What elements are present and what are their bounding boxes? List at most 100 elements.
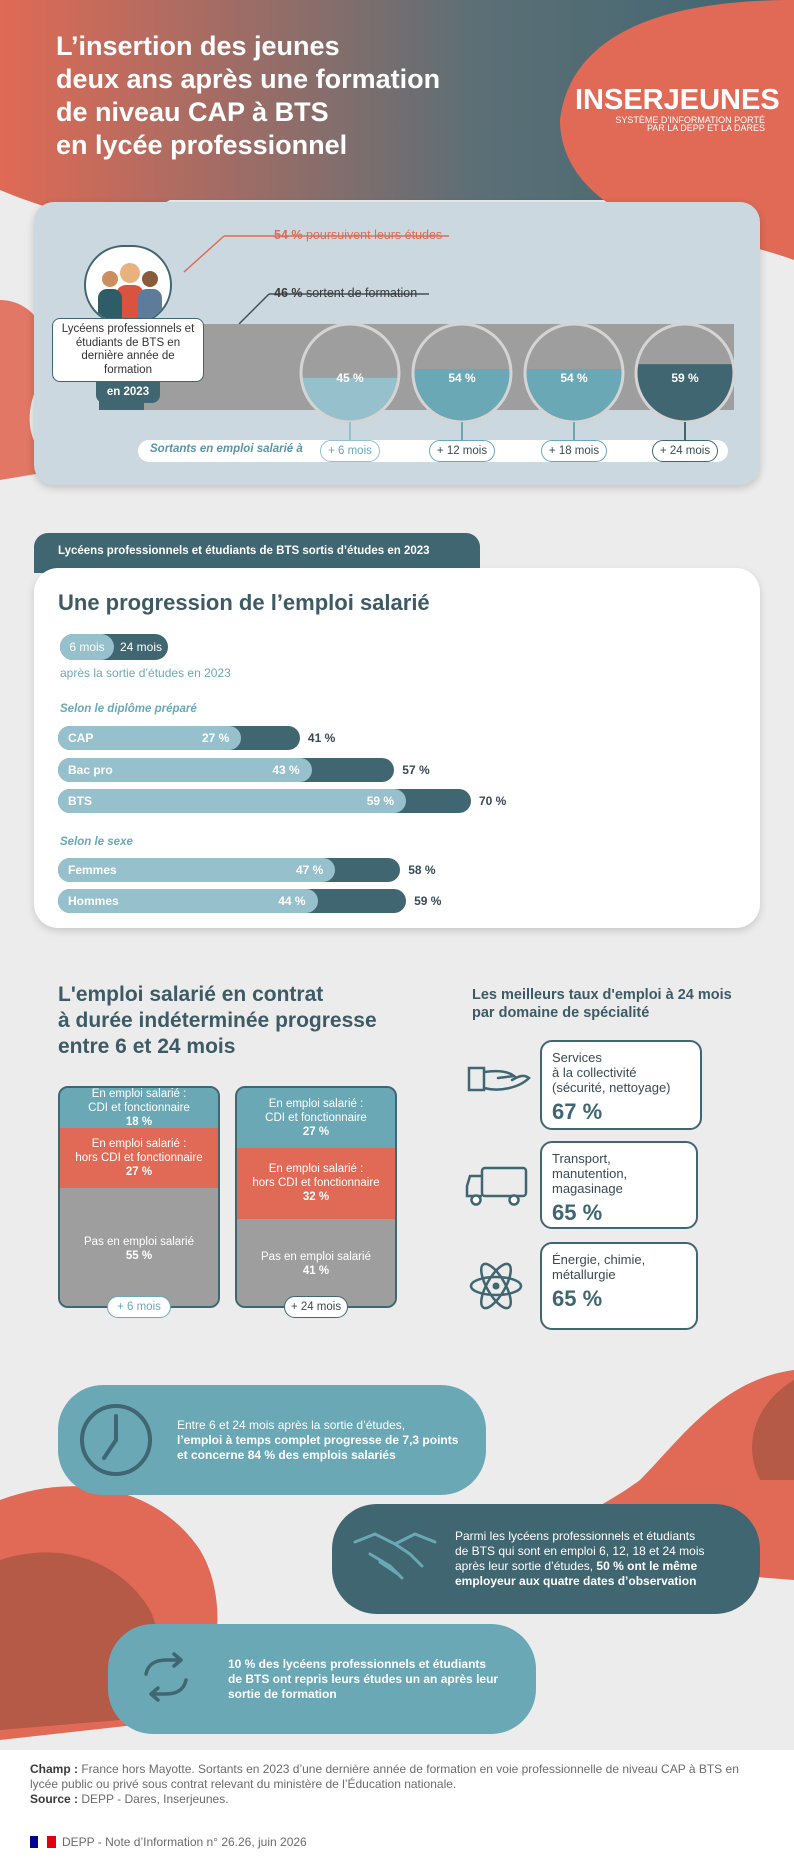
employment-connector: [684, 422, 686, 440]
bar-row: BTS 59 % 70 %: [58, 789, 506, 813]
source-label: Source :: [30, 1792, 79, 1806]
bar-row: Bac pro 43 % 57 %: [58, 758, 430, 782]
people-illustration: [84, 245, 172, 325]
logo-name: INSERJEUNES: [575, 84, 780, 116]
employment-label: Sortants en emploi salarié à: [150, 443, 303, 455]
fact2-bold: 50 % ont le même employeur aux quatre da…: [455, 1559, 698, 1588]
cdi-segment: En emploi salarié : CDI et fonctionnaire…: [60, 1088, 218, 1128]
bar-value-6-mois: 44 %: [278, 894, 306, 908]
logo-subtitle-2: PAR LA DEPP ET LA DARES: [646, 123, 765, 133]
employment-circle: [523, 322, 625, 424]
domain-label: Transport, manutention, magasinage: [552, 1151, 628, 1196]
champ-text: France hors Mayotte. Sortants en 2023 d’…: [30, 1762, 739, 1791]
cdi-segment-value: 55 %: [125, 1249, 153, 1262]
cdi-segment-label: En emploi salarié : hors CDI et fonction…: [252, 1163, 380, 1190]
domain-card-energie: Énergie, chimie, métallurgie 65 %: [540, 1242, 698, 1330]
footer-note: DEPP - Note d’Information n° 26.26, juin…: [62, 1835, 307, 1849]
fact-studies-text: 10 % des lycéens professionnels et étudi…: [228, 1657, 528, 1702]
cdi-segment: Pas en emploi salarié 55 %: [60, 1187, 218, 1306]
employment-circle: [299, 322, 401, 424]
logo-subtitle-1: SYSTÈME D’INFORMATION PORTÉ: [615, 115, 765, 125]
employment-period-pill: + 6 mois: [320, 440, 380, 462]
fact-fulltime: [58, 1385, 486, 1495]
bar-6-mois: [58, 758, 312, 782]
studies-pct: 54 %: [274, 228, 303, 242]
bar-value-24-mois: 41 %: [307, 731, 336, 745]
employment-period-pill: + 18 mois: [541, 440, 607, 462]
fact3-bold: 10 % des lycéens professionnels et étudi…: [228, 1657, 499, 1701]
fact-employer: [332, 1504, 760, 1614]
bar-value-6-mois: 47 %: [295, 863, 324, 877]
footer-notes: Champ : France hors Mayotte. Sortants en…: [30, 1762, 750, 1807]
cdi-period-pill: + 24 mois: [284, 1296, 348, 1318]
group-sex: Selon le sexe: [60, 836, 133, 848]
cohort-label: Lycéens professionnels et étudiants de B…: [61, 323, 195, 376]
exit-caption: 46 % sortent de formation: [274, 286, 417, 300]
legend-caption: après la sortie d’études en 2023: [60, 666, 231, 680]
marianne-flag-icon: [30, 1836, 56, 1848]
studies-caption: 54 % poursuivent leurs études: [274, 228, 442, 242]
cdi-segment-label: En emploi salarié : hors CDI et fonction…: [75, 1137, 203, 1164]
bar-6-mois: [58, 858, 336, 882]
bar-value-24-mois: 58 %: [408, 863, 436, 877]
handshake-icon: [353, 1532, 437, 1580]
hand-icon: [467, 1066, 531, 1092]
bar-category: Hommes: [68, 894, 119, 908]
bar-row: Hommes 44 % 59 %: [58, 889, 441, 913]
domain-value: 65 %: [552, 1286, 603, 1311]
bar-category: BTS: [68, 794, 92, 808]
employment-period-pill: + 24 mois: [652, 440, 718, 462]
fact-studies: [108, 1624, 536, 1734]
bar-value-24-mois: 57 %: [402, 763, 430, 777]
footer-band: [0, 1750, 794, 1860]
legend-24-mois: 24 mois: [119, 640, 163, 654]
exit-text: sortent de formation: [305, 286, 418, 300]
bar-value-24-mois: 70 %: [479, 794, 507, 808]
cdi-segment: En emploi salarié : CDI et fonctionnaire…: [237, 1088, 395, 1148]
people-icon: [98, 263, 162, 323]
fact1-bold: l’emploi à temps complet progresse de 7,…: [177, 1433, 459, 1462]
legend: 6 mois 24 mois: [60, 634, 168, 660]
domain-card-services: Services à la collectivité (sécurité, ne…: [540, 1040, 702, 1130]
cdi-column: En emploi salarié : CDI et fonctionnaire…: [58, 1086, 220, 1308]
exit-pct: 46 %: [274, 286, 303, 300]
clock-icon: [80, 1404, 152, 1476]
employment-circle: [634, 322, 736, 424]
cdi-segment-value: 41 %: [302, 1265, 330, 1278]
cdi-segment: Pas en emploi salarié 41 %: [237, 1218, 395, 1306]
cdi-segment-label: Pas en emploi salarié: [84, 1235, 194, 1248]
employment-connector: [573, 422, 575, 440]
bar-value-24-mois: 59 %: [414, 894, 442, 908]
cdi-segment-label: En emploi salarié : CDI et fonctionnaire: [88, 1087, 190, 1114]
cohort-year-badge: en 2023: [96, 381, 160, 403]
cohort-box: Lycéens professionnels et étudiants de B…: [52, 318, 204, 382]
refresh-icon: [144, 1652, 188, 1702]
cdi-segment-value: 27 %: [125, 1165, 153, 1178]
studies-text: poursuivent leurs études: [305, 228, 443, 242]
cdi-segment-label: Pas en emploi salarié: [261, 1251, 371, 1264]
bar-6-mois: [58, 726, 242, 750]
employment-circle-value: 59 %: [671, 371, 699, 385]
section-tab: Lycéens professionnels et étudiants de B…: [34, 533, 480, 573]
cdi-segment-value: 32 %: [302, 1191, 330, 1204]
employment-connector: [349, 422, 351, 440]
bar-row: Femmes 47 % 58 %: [58, 858, 436, 882]
domain-card-transport: Transport, manutention, magasinage 65 %: [540, 1141, 698, 1229]
employment-period-pill: + 12 mois: [429, 440, 495, 462]
legend-6-mois: 6 mois: [60, 634, 114, 660]
employment-circle-value: 54 %: [560, 371, 588, 385]
bar-6-mois: [58, 889, 318, 913]
cdi-segment-value: 27 %: [302, 1125, 330, 1138]
cdi-segment: En emploi salarié : hors CDI et fonction…: [237, 1147, 395, 1219]
fact-employer-text: Parmi les lycéens professionnels et étud…: [455, 1529, 755, 1589]
bar-category: CAP: [68, 731, 94, 745]
employment-connector: [461, 422, 463, 440]
bar-value-6-mois: 59 %: [366, 794, 395, 808]
cdi-segment-label: En emploi salarié : CDI et fonctionnaire: [265, 1097, 367, 1124]
bar-value-6-mois: 27 %: [201, 731, 230, 745]
domain-label: Énergie, chimie, métallurgie: [552, 1252, 646, 1282]
fact-fulltime-text: Entre 6 et 24 mois après la sortie d’étu…: [177, 1418, 477, 1463]
champ-label: Champ :: [30, 1762, 78, 1776]
cdi-title: L'emploi salarié en contrat à durée indé…: [58, 983, 377, 1058]
group-diploma: Selon le diplôme préparé: [60, 703, 197, 715]
